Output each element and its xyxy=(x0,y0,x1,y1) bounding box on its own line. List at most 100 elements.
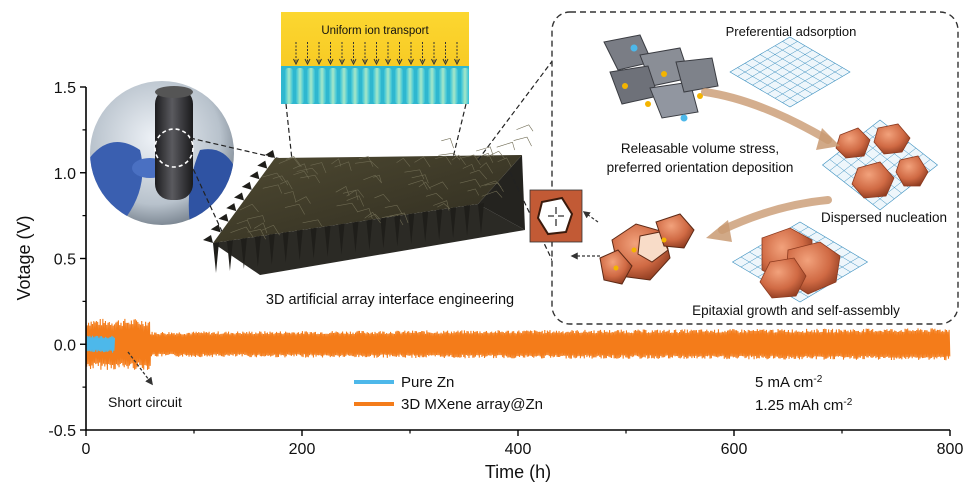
stress-label-line2: preferred orientation deposition xyxy=(607,160,794,175)
grain-line xyxy=(414,156,431,168)
zoom-connector-upper xyxy=(189,137,286,161)
ion-pillar xyxy=(428,68,436,104)
grain-line xyxy=(479,162,493,174)
grain-line xyxy=(469,169,488,180)
ion-pillar xyxy=(329,68,337,104)
ion-pillar xyxy=(417,68,425,104)
mxene-array-slab xyxy=(203,124,534,275)
slab-grain-lines xyxy=(230,124,534,240)
grain-line xyxy=(480,180,502,188)
epitaxial-growth-label: Epitaxial growth and self-assembly xyxy=(692,303,900,318)
grain-line xyxy=(396,157,411,167)
grain-line xyxy=(384,204,403,215)
legend-label-mxene: 3D MXene array@Zn xyxy=(401,396,543,413)
lattice-adsorption xyxy=(729,36,851,108)
grain-line xyxy=(236,219,252,229)
slab-spike xyxy=(380,217,387,249)
ion-pillar xyxy=(351,68,359,104)
ion-pillar xyxy=(362,68,370,104)
slab-spike xyxy=(464,205,471,237)
slab-spike xyxy=(241,181,252,190)
grain-line xyxy=(247,229,266,240)
ion-pillar xyxy=(461,68,469,104)
slab-spike xyxy=(210,224,221,233)
grain-line xyxy=(434,155,452,165)
grain-line xyxy=(484,182,504,192)
series-layer xyxy=(85,318,951,370)
grain-line xyxy=(459,178,481,188)
epitaxial-cluster xyxy=(759,227,841,299)
series-line-pure-zn xyxy=(85,335,116,353)
grain-line xyxy=(486,150,505,159)
slab-spike xyxy=(366,219,373,251)
lattice-line xyxy=(767,49,828,86)
slab-spike xyxy=(338,223,345,255)
ion-pillar xyxy=(395,68,403,104)
grain-line xyxy=(425,193,444,200)
grain-line xyxy=(336,202,359,213)
grain-line xyxy=(279,180,293,190)
grain-line xyxy=(388,212,409,223)
slab-spike xyxy=(352,221,359,253)
test-conditions: 5 mA cm-2 1.25 mAh cm-2 xyxy=(755,374,853,415)
ion-arrow-head xyxy=(339,58,345,66)
ion-pillar xyxy=(373,68,381,104)
grain-line xyxy=(357,208,373,219)
slab-right-face xyxy=(478,155,525,230)
slab-spike xyxy=(282,231,289,263)
grain-line xyxy=(496,141,515,151)
ion-pillar xyxy=(439,68,447,104)
grain-line xyxy=(368,213,384,223)
ion-arrows xyxy=(293,42,460,66)
inset-photo xyxy=(90,81,234,225)
grain-line xyxy=(513,136,532,147)
dispersed-nuclei xyxy=(835,123,929,199)
slab-spike xyxy=(268,233,275,265)
uniform-ion-label: Uniform ion transport xyxy=(321,25,429,37)
grain-line xyxy=(294,196,311,204)
ion-arrow-head xyxy=(454,58,460,66)
x-tick-label: 600 xyxy=(721,441,748,458)
ion-connector-right xyxy=(451,103,467,163)
slab-spike xyxy=(226,239,233,271)
slab-spike xyxy=(310,227,317,259)
pillar-array xyxy=(281,66,469,104)
grain-line xyxy=(497,157,512,167)
lattice-line xyxy=(767,58,828,95)
ion-pillar xyxy=(450,68,458,104)
legend: Pure Zn 3D MXene array@Zn xyxy=(354,374,543,413)
legend-label-pure-zn: Pure Zn xyxy=(401,374,454,391)
slab-spike xyxy=(218,213,229,222)
y-tick-label: 1.0 xyxy=(54,166,76,183)
preferential-adsorption-label: Preferential adsorption xyxy=(726,24,857,39)
grain-line xyxy=(404,169,425,180)
lattice-line xyxy=(774,45,836,81)
ion-arrow-head xyxy=(431,58,437,66)
ion-arrow-head xyxy=(327,58,334,66)
x-axis-label: Time (h) xyxy=(485,462,551,482)
grain-line xyxy=(254,222,268,234)
grain-line xyxy=(437,203,452,211)
ion-pillar xyxy=(406,68,414,104)
grain-line xyxy=(239,203,259,213)
y-axis-label: Votage (V) xyxy=(14,215,34,300)
grain-line xyxy=(411,174,429,184)
y-tick-label: -0.5 xyxy=(48,423,76,440)
series-line-mxene xyxy=(85,318,951,370)
ion-pillar xyxy=(340,68,348,104)
grain-line xyxy=(451,154,466,166)
lattice-line xyxy=(782,41,843,77)
slab-top-face xyxy=(213,155,522,243)
slab-spike xyxy=(249,171,260,180)
ion-connector-left xyxy=(285,103,293,161)
slab-spike xyxy=(422,211,429,243)
grain-line xyxy=(408,179,428,190)
grain-line xyxy=(433,200,450,211)
ion-arrow-head xyxy=(385,58,391,66)
grain-line xyxy=(459,154,481,166)
slab-spike xyxy=(213,242,219,273)
grain-line xyxy=(516,124,534,132)
grain-line xyxy=(296,167,318,175)
dispersed-nucleation-label: Dispersed nucleation xyxy=(821,210,947,225)
